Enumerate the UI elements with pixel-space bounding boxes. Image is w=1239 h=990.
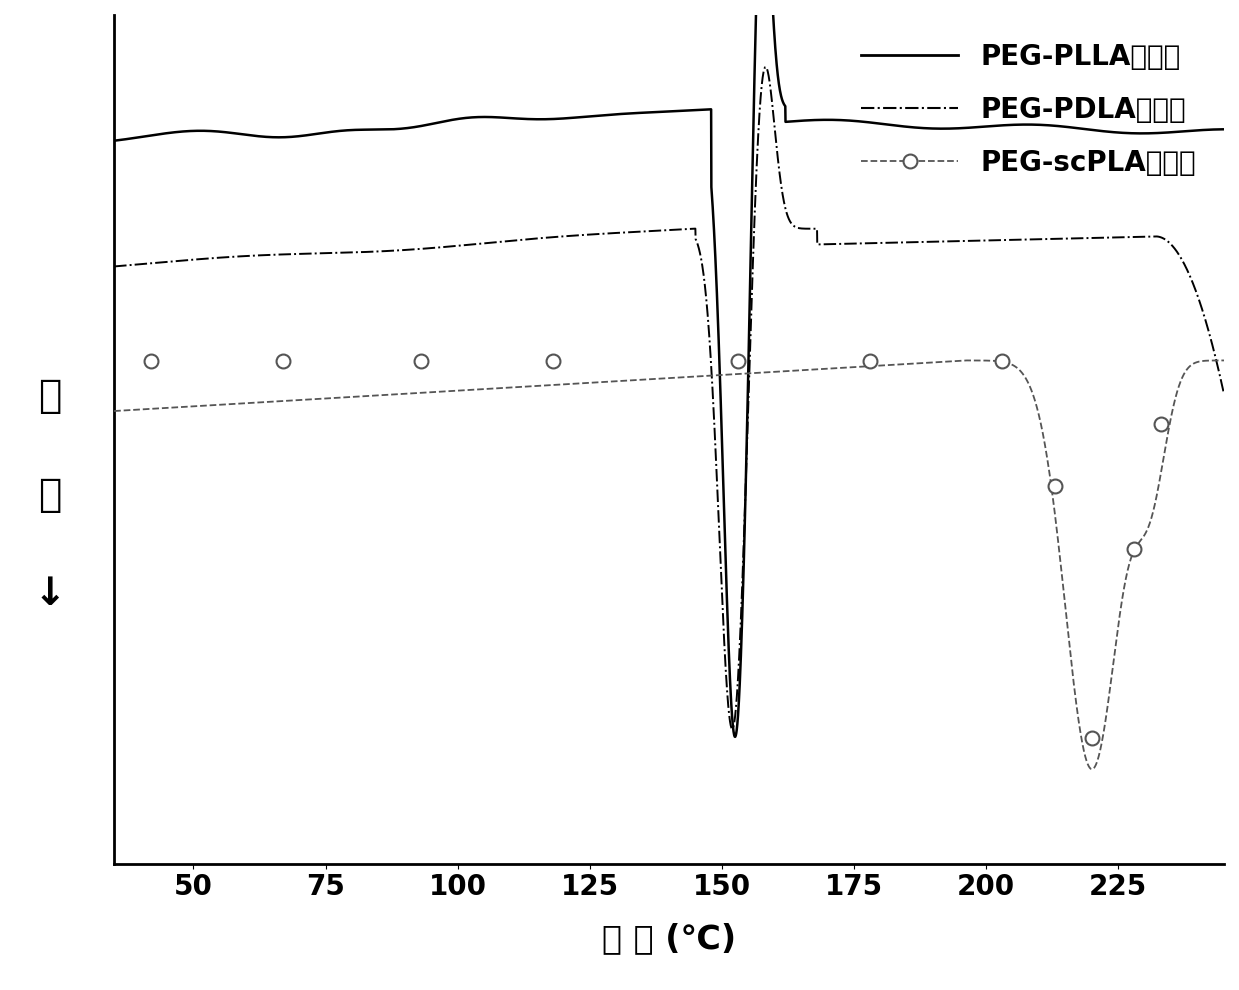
Text: ↓: ↓ bbox=[33, 575, 66, 613]
Text: 热: 热 bbox=[38, 377, 61, 415]
X-axis label: 温 度 (℃): 温 度 (℃) bbox=[602, 923, 736, 955]
Legend: PEG-PLLA纳米囊, PEG-PDLA纳米囊, PEG-scPLA纳米囊: PEG-PLLA纳米囊, PEG-PDLA纳米囊, PEG-scPLA纳米囊 bbox=[847, 29, 1211, 191]
Text: 流: 流 bbox=[38, 476, 61, 514]
